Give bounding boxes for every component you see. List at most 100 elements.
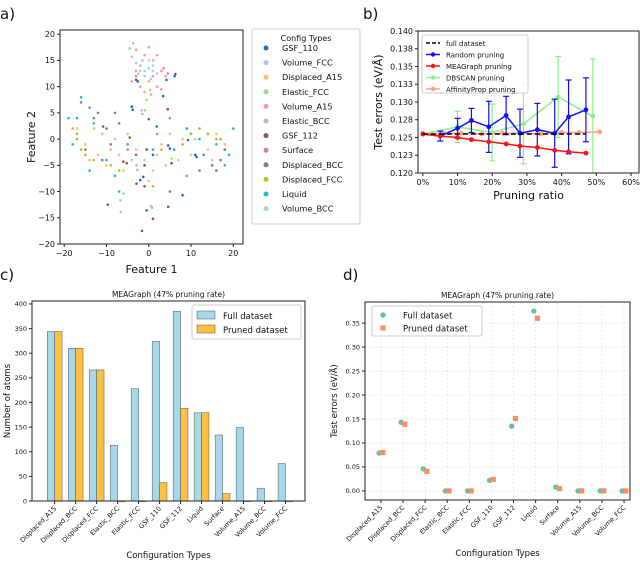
y-tick-label: 0.30 [346,343,360,351]
y-tick-label: 0 [23,497,27,505]
scatter-point-gsf_112 [145,148,148,151]
legend-label: GSF_110 [282,43,318,53]
scatter-point-volume_fcc [147,66,151,70]
scatter-point-volume_a15 [147,46,151,49]
data-point-meagraph-pruning [486,139,492,145]
scatter-point-displaced_a15 [75,127,79,130]
scatter-point-volume_a15 [151,59,155,62]
marker-pruned-dataset [380,449,386,456]
scatter-point-volume_a15 [134,48,138,52]
legend-marker-volume_fcc [263,60,269,66]
y-tick-label: 0.130 [390,98,413,107]
legend-label: Displaced_A15 [282,72,342,82]
scatter-point-gsf_110 [195,155,198,159]
scatter-point-displaced_a15 [117,153,121,157]
scatter-point-displaced_bcc [92,116,96,120]
y-axis-label: Feature 2 [25,111,38,163]
scatter-point-elastic_bcc [149,204,153,208]
series-line-dbscan-pruning [422,96,594,135]
scatter-point-gsf_110 [155,125,159,128]
scatter-point-displaced_fcc [75,132,79,136]
scatter-point-displaced_a15 [113,137,117,141]
y-tick-label: 0.123 [390,151,413,160]
y-tick-label: 150 [15,423,27,431]
scatter-point-displaced_bcc [198,169,201,172]
y-tick-label: −10 [38,187,55,196]
marker-pruned-dataset [424,468,430,474]
legend-label: Elastic_BCC [282,116,330,126]
x-tick-label: Liquid [520,504,540,524]
y-tick-label: 20 [45,30,55,39]
x-tick-label: 10 [186,249,196,258]
x-tick-label: 10% [449,178,467,187]
scatter-point-gsf_112 [101,125,105,128]
y-tick-label: 0.125 [390,133,413,142]
scatter-point-liquid [75,116,79,120]
scatter-point-gsf_112 [125,161,129,165]
marker-pruned-dataset [623,488,629,494]
scatter-point-displaced_bcc [168,190,172,193]
chart-title: MEAGraph (47% pruning rate) [112,290,225,299]
scatter-point-displaced_bcc [134,153,138,157]
scatter-point-volume_bcc [143,69,146,73]
scatter-point-liquid [88,169,91,172]
data-point-dbscan-pruning [590,113,596,119]
marker-pruned-dataset [579,488,585,494]
y-tick-label: 0.05 [346,463,360,471]
x-tick-label: 0% [417,178,430,187]
legend-marker-elastic_bcc [263,118,269,124]
x-axis-label: Configuration Types [455,549,540,559]
scatter-point-volume_fcc [149,77,153,81]
scatter-point-surface [126,148,129,151]
scatter-point-displaced_a15 [160,143,163,146]
legend-label: GSF_112 [282,131,318,141]
marker-pruned-dataset [490,476,496,482]
scatter-point-volume_fcc [134,61,138,65]
scatter-point-gsf_110 [186,138,190,142]
scatter-point-liquid [151,148,155,151]
legend-label: Pruned dataset [223,326,288,336]
legend-marker-gsf_112 [263,133,269,139]
panel-b-pruning-line-chart: 0.120 0.123 0.125 0.128 0.130 0.133 0.135 0.138… [372,27,640,202]
scatter-point-liquid [172,148,176,151]
scatter-point-displaced_bcc [215,169,218,172]
scatter-point-displaced_fcc [219,137,222,141]
scatter-point-displaced_bcc [105,127,108,130]
scatter-point-elastic_fcc [130,55,134,59]
y-tick-label: 0.135 [390,62,413,71]
scatter-point-volume_a15 [143,53,146,57]
legend-marker-volume_bcc [263,206,269,212]
x-tick-label: Displaced_A15 [19,505,58,544]
scatter-point-displaced_a15 [88,158,91,162]
data-point-random-pruning [566,114,571,120]
scatter-point-liquid [71,143,74,146]
scatter-point-elastic_fcc [143,108,147,112]
scatter-point-volume_a15 [139,64,142,67]
marker-pruned-dataset [402,421,408,427]
y-tick-label: 0 [50,135,55,144]
bar-full-dataset [130,388,139,502]
scatter-point-gsf_110 [130,105,134,108]
scatter-point-displaced_fcc [206,132,210,136]
scatter-point-gsf_110 [141,175,145,179]
legend-label: Pruned dataset [403,325,468,335]
panel-a-tsne-scatter: −20 −15 −10 −5 0 5 10 15 20 −20 −10 0 10 20 Feature 1 F… [25,28,361,276]
scatter-point-gsf_110 [165,78,168,82]
legend-label: DBSCAN pruning [446,75,505,83]
legend-title: Config Types [281,34,332,43]
panel-d-error-scatter: 0.000.050.100.150.200.250.300.35Displace… [328,291,631,559]
scatter-point-liquid [67,116,70,120]
scatter-point-gsf_112 [122,160,125,163]
scatter-point-displaced_a15 [126,132,129,136]
scatter-point-gsf_110 [193,153,197,157]
y-tick-label: 250 [15,374,27,382]
scatter-point-displaced_bcc [109,143,113,146]
y-tick-label: 0.20 [346,391,360,399]
scatter-point-gsf_110 [139,178,142,182]
scatter-point-displaced_fcc [79,148,83,151]
bar-full-dataset [88,369,97,502]
y-tick-label: 0.15 [346,415,360,423]
legend-label: Liquid [282,189,307,199]
scatter-point-volume_fcc [141,59,144,62]
